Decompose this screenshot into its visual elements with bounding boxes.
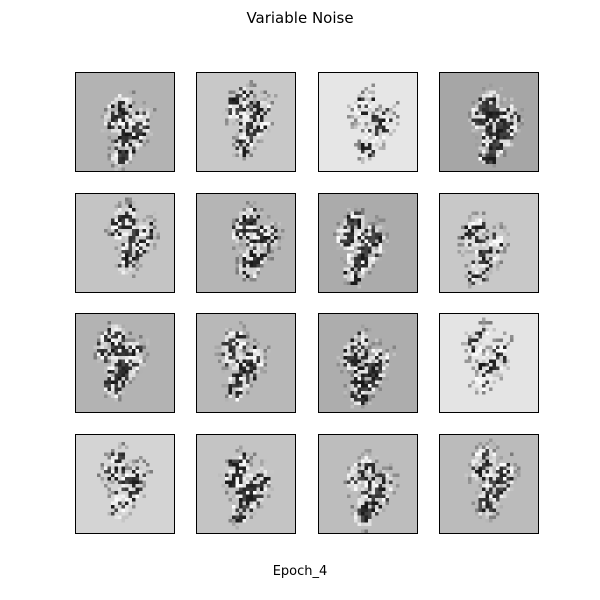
generated-sample-image (318, 193, 418, 293)
figure-title: Variable Noise (246, 9, 354, 27)
generated-sample-image (196, 434, 296, 534)
generated-sample-image (196, 72, 296, 172)
generated-sample-image (439, 434, 539, 534)
generated-sample-image (75, 193, 175, 293)
generated-sample-image (75, 313, 175, 413)
generated-sample-image (439, 313, 539, 413)
generated-sample-image (439, 193, 539, 293)
generated-sample-image (439, 72, 539, 172)
generated-sample-image (318, 313, 418, 413)
generated-sample-image (318, 434, 418, 534)
figure-caption: Epoch_4 (272, 564, 328, 579)
generated-sample-image (196, 313, 296, 413)
generated-sample-image (75, 72, 175, 172)
generated-sample-image (318, 72, 418, 172)
generated-sample-image (196, 193, 296, 293)
generated-sample-image (75, 434, 175, 534)
